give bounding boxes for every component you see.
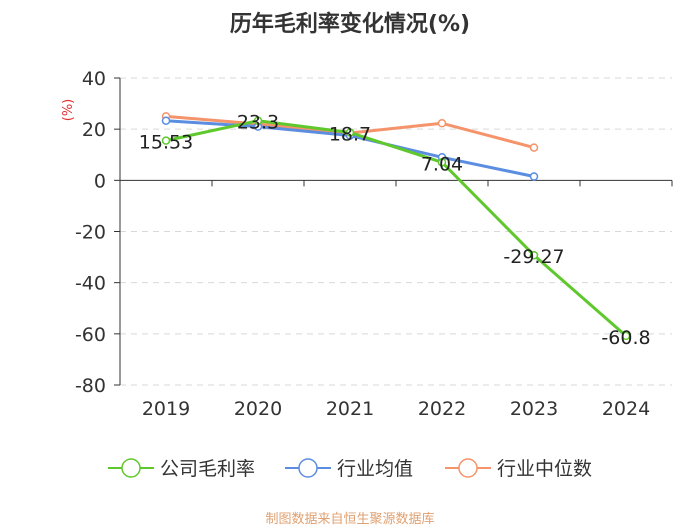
y-tick-label: 40 — [82, 68, 106, 90]
x-tick-label: 2024 — [602, 398, 650, 420]
y-axis-label: (%) — [61, 99, 76, 122]
x-tick-label: 2019 — [142, 398, 190, 420]
data-point — [161, 116, 171, 125]
data-label: 15.53 — [139, 132, 193, 154]
y-tick-label: -20 — [75, 222, 106, 244]
legend-label: 公司毛利率 — [160, 458, 255, 480]
legend-label: 行业中位数 — [497, 458, 592, 480]
source-note: 制图数据来自恒生聚源数据库 — [265, 512, 435, 527]
y-tick-label: -80 — [75, 375, 106, 397]
y-tick-label: -40 — [75, 273, 106, 295]
x-tick-label: 2020 — [234, 398, 282, 420]
data-point — [437, 119, 447, 128]
data-label: 23.3 — [237, 112, 279, 134]
data-label: -60.8 — [601, 327, 650, 349]
legend-label: 行业均值 — [337, 458, 413, 480]
data-point — [253, 116, 263, 125]
data-label: 18.7 — [329, 123, 371, 145]
data-point — [529, 143, 539, 152]
data-point — [621, 331, 631, 341]
legend-marker — [458, 458, 478, 478]
data-point — [345, 128, 355, 137]
x-tick-label: 2022 — [418, 398, 466, 420]
legend-marker — [121, 458, 141, 478]
y-tick-label: 20 — [82, 119, 106, 141]
x-tick-label: 2021 — [326, 398, 374, 420]
chart-title: 历年毛利率变化情况(%) — [229, 12, 471, 37]
x-tick-label: 2023 — [510, 398, 558, 420]
y-tick-label: -60 — [75, 324, 106, 346]
y-tick-label: 0 — [94, 170, 106, 192]
data-label: -29.27 — [503, 246, 564, 268]
data-point — [529, 172, 539, 181]
series-line-0 — [165, 119, 627, 338]
data-point — [437, 158, 447, 167]
data-point — [529, 250, 539, 260]
data-label: 7.04 — [421, 153, 463, 175]
legend-marker — [298, 458, 318, 478]
data-point — [161, 136, 171, 145]
